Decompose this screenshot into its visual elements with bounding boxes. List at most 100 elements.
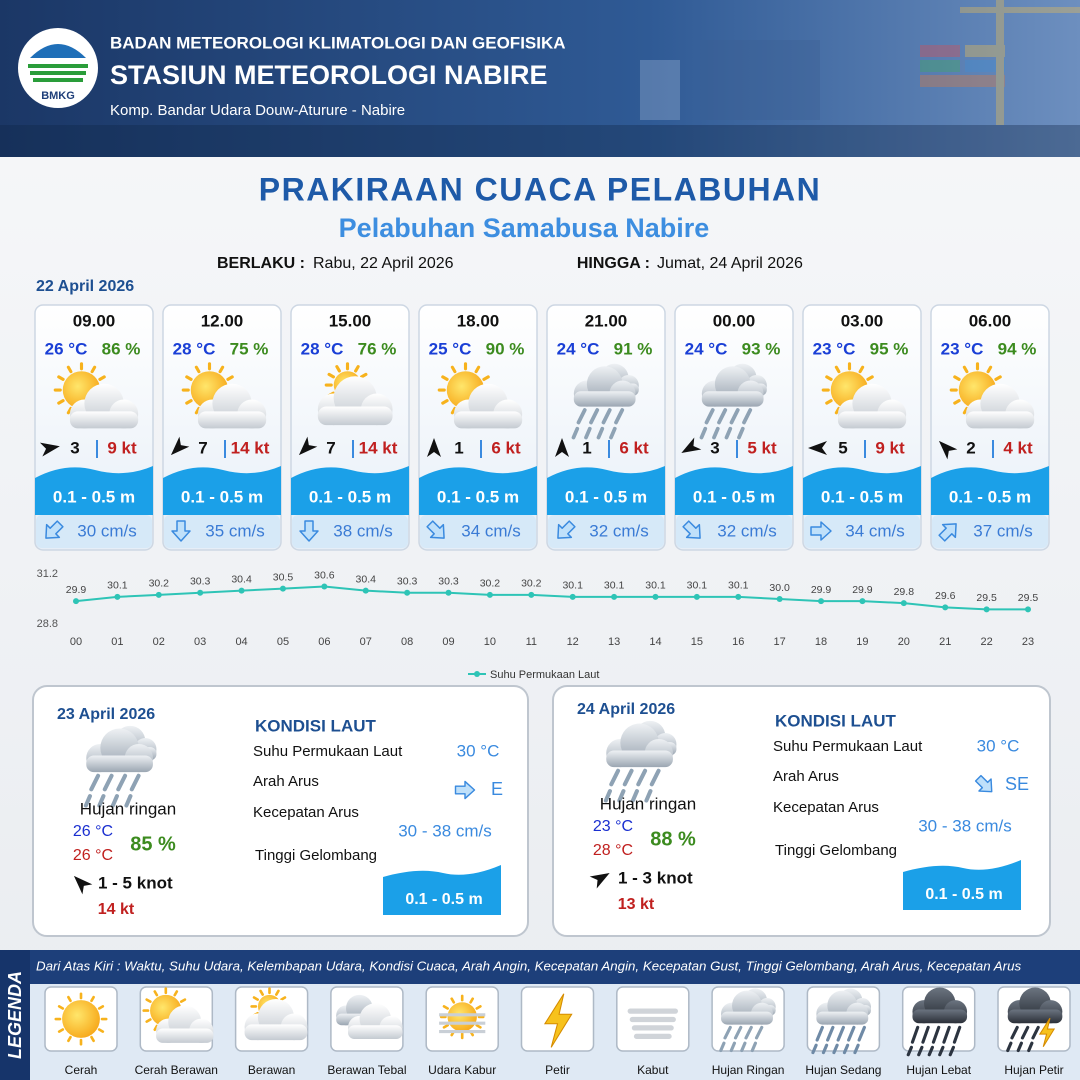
sst-value-label: 30.2	[521, 578, 542, 590]
current-area	[804, 515, 920, 548]
wind-arrow	[170, 436, 190, 456]
slot-humidity: 86 %	[102, 339, 141, 358]
sun-ray	[66, 365, 73, 374]
slot-temp: 25 °C	[429, 339, 472, 358]
legend-icon	[906, 987, 968, 1057]
legend-item-label: Cerah	[65, 1063, 98, 1077]
rain-drop	[649, 768, 661, 787]
slot-humidity: 94 %	[998, 339, 1037, 358]
current-dir-label: Arah Arus	[253, 773, 319, 790]
cloud-base	[1007, 1009, 1063, 1024]
rain-drop	[836, 1025, 845, 1042]
rain-drop	[729, 408, 740, 425]
sun-ray	[218, 365, 225, 374]
wind-arrow	[808, 441, 827, 455]
current-area	[292, 515, 408, 548]
cloud	[816, 990, 869, 1025]
rain-drop	[931, 1025, 941, 1044]
slot-wave: 0.1 - 0.5 m	[821, 487, 903, 506]
legend-item-label: Kabut	[637, 1063, 669, 1077]
slot-time: 18.00	[457, 311, 500, 330]
wave-area	[931, 466, 1049, 515]
rain-drop	[102, 773, 114, 792]
slot-temp: 24 °C	[557, 339, 600, 358]
current-speed-label: Kecepatan Arus	[773, 799, 879, 816]
sun-ray	[962, 365, 969, 374]
rain-drop	[1010, 1025, 1019, 1040]
sun-ray	[354, 365, 360, 373]
sun-ray	[90, 365, 97, 374]
outlook-wind: 1 - 5 knot	[98, 873, 173, 892]
sun-ray	[280, 996, 287, 1001]
rain-drop	[609, 768, 621, 787]
sun-ray	[469, 997, 475, 1004]
current-arrow	[938, 523, 957, 542]
slot-wave: 0.1 - 0.5 m	[949, 487, 1031, 506]
x-tick-label: 00	[70, 636, 82, 648]
sst-value-label: 30.2	[480, 578, 501, 590]
slot-gust: 14 kt	[359, 438, 398, 457]
sst-point	[114, 593, 121, 600]
x-tick-label: 18	[815, 636, 827, 648]
cloud	[86, 728, 153, 773]
wind-arrow	[39, 442, 60, 457]
rain-drop	[948, 1045, 955, 1057]
outlook-wave: 0.1 - 0.5 m	[405, 891, 482, 908]
rain-drop	[740, 1041, 747, 1053]
sun-ray	[450, 997, 456, 1004]
current-arrow	[171, 520, 191, 542]
rain-drop	[584, 426, 592, 440]
title: PRAKIRAAN CUACA PELABUHAN	[259, 171, 822, 207]
cloud-base	[156, 1028, 214, 1043]
slot-gust: 9 kt	[107, 438, 137, 457]
current-area	[36, 515, 152, 548]
rain-drop	[842, 1043, 850, 1055]
cloud-base	[69, 411, 139, 429]
slot-temp: 23 °C	[941, 339, 984, 358]
weather-icon	[83, 725, 157, 808]
rain-drop	[589, 408, 600, 425]
rain-drop	[750, 1041, 758, 1053]
legend-label: Suhu Permukaan Laut	[490, 669, 599, 681]
rain-drop	[712, 426, 720, 440]
sun-ray	[475, 1005, 482, 1010]
legend-side	[0, 950, 30, 1080]
wave-area	[291, 466, 409, 515]
rain-drop	[826, 1025, 835, 1042]
sun-ray	[441, 399, 449, 405]
sst-point	[942, 604, 949, 611]
outlook-temp-min: 23 °C	[593, 818, 633, 835]
wind-arrow	[73, 875, 93, 895]
wind-arrow	[555, 438, 569, 457]
x-tick-label: 06	[318, 636, 330, 648]
slot-wind: 3	[70, 438, 79, 457]
slot-current: 37 cm/s	[973, 521, 1033, 540]
rain-drop	[853, 1043, 860, 1055]
slot-wind: 7	[326, 438, 335, 457]
rain-drop	[110, 794, 119, 808]
current-arrow	[682, 520, 701, 539]
sun-ray	[226, 375, 234, 381]
slot-wind: 1	[582, 438, 591, 457]
rain-drop	[571, 426, 580, 440]
sun-ray	[185, 375, 193, 381]
sst-point	[486, 591, 493, 598]
legend-item-label: Berawan	[248, 1063, 295, 1077]
today-date: 22 April 2026	[36, 278, 134, 295]
legend-icon	[142, 987, 214, 1043]
rain-drop	[699, 426, 708, 440]
sst-value-label: 29.9	[852, 584, 873, 596]
sst-point	[859, 598, 866, 605]
rain-drop	[729, 1041, 737, 1053]
rain-drop	[938, 1045, 945, 1057]
legend-icon	[54, 992, 108, 1046]
cloud	[606, 723, 673, 768]
sst-value-label: 29.5	[1018, 592, 1039, 604]
current-arrow	[810, 521, 832, 541]
rain-drop	[737, 426, 745, 440]
rain-drop	[97, 794, 106, 808]
x-tick-label: 11	[526, 636, 537, 648]
legend-description: Dari Atas Kiri : Waktu, Suhu Udara, Kele…	[36, 959, 1021, 974]
legend-title: LEGENDA	[5, 971, 25, 1059]
sst-value-label: 30.1	[604, 580, 625, 592]
